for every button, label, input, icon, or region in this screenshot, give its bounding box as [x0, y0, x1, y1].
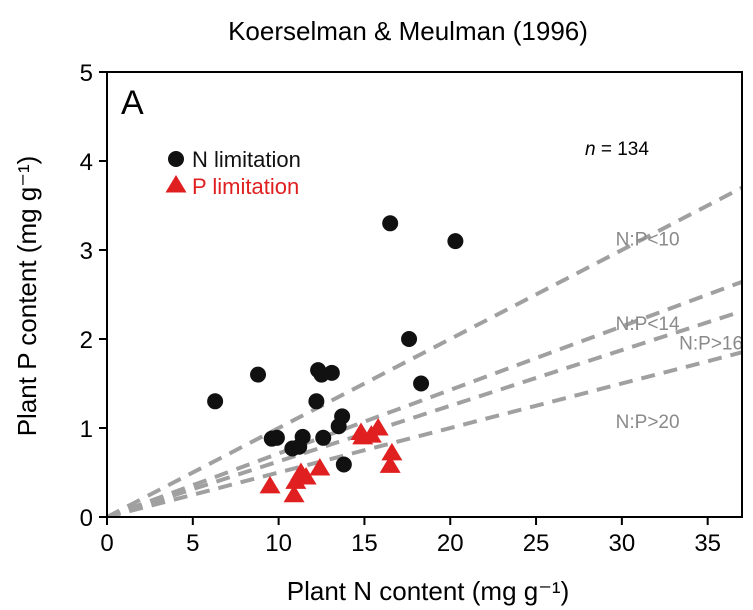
reference-line: [107, 309, 742, 517]
x-tick-label: 30: [609, 530, 636, 557]
x-tick-label: 20: [437, 530, 464, 557]
data-point-triangle: [283, 484, 305, 503]
reference-line-label: N:P<10: [616, 230, 680, 251]
data-point-triangle: [285, 471, 307, 489]
x-tick-label: 15: [351, 530, 378, 557]
x-tick-label: 10: [265, 530, 292, 557]
y-tick-label: 0: [80, 505, 93, 532]
y-axis-label: Plant P content (mg g⁻¹): [12, 156, 42, 437]
x-axis-label: Plant N content (mg g⁻¹): [287, 576, 570, 606]
sample-size-n: n: [585, 139, 596, 160]
y-tick-label: 2: [80, 327, 93, 354]
reference-lines: [107, 185, 742, 517]
data-point-triangle: [309, 458, 331, 476]
reference-line-label: N:P<14: [616, 314, 680, 335]
data-point-triangle: [379, 455, 401, 473]
data-point-triangle: [165, 175, 187, 193]
data-point-circle: [207, 393, 224, 410]
data-point-circle: [308, 393, 325, 410]
chart-title: Koerselman & Meulman (1996): [228, 16, 588, 46]
data-point-circle: [335, 456, 352, 473]
y-tick-label: 3: [80, 238, 93, 265]
data-point-circle: [168, 151, 184, 167]
x-tick-label: 35: [694, 530, 721, 557]
reference-line-labels: N:P<10 N:P<14N:P>16 N:P>20: [616, 230, 743, 433]
data-point-circle: [315, 429, 332, 446]
legend-label: P limitation: [192, 174, 299, 199]
data-points: [207, 215, 464, 503]
data-point-triangle: [259, 475, 281, 494]
data-point-triangle: [367, 418, 389, 436]
data-point-triangle: [381, 442, 403, 461]
legend-label: N limitation: [192, 147, 301, 172]
y-tick-label: 4: [80, 149, 93, 176]
plot-frame: [106, 71, 743, 518]
data-point-circle: [268, 429, 285, 446]
x-tick-label: 0: [100, 530, 113, 557]
y-axis: 0 1 2 3 4 5: [80, 60, 107, 532]
sample-size-value: = 134: [601, 139, 650, 160]
data-point-triangle: [295, 466, 317, 485]
reference-line: [107, 280, 742, 517]
reference-line-label: N:P>16: [679, 334, 743, 355]
x-tick-label: 5: [186, 530, 199, 557]
data-point-circle: [250, 366, 267, 383]
y-tick-label: 5: [80, 60, 93, 87]
data-point-circle: [413, 375, 430, 392]
x-tick-label: 25: [523, 530, 550, 557]
data-point-circle: [323, 364, 340, 381]
panel-label: A: [121, 84, 144, 122]
data-point-circle: [334, 408, 351, 425]
data-point-circle: [294, 428, 311, 445]
x-axis: 0 5 10 15 20 25 30 35: [100, 517, 721, 557]
sample-size-annotation: n = 134: [585, 139, 649, 160]
reference-line: [107, 350, 742, 517]
data-point-circle: [447, 233, 464, 250]
y-tick-label: 1: [80, 416, 93, 443]
reference-line: [107, 185, 742, 517]
reference-line-label: N:P>20: [616, 412, 680, 433]
data-point-circle: [401, 331, 418, 347]
data-point-circle: [382, 215, 399, 232]
